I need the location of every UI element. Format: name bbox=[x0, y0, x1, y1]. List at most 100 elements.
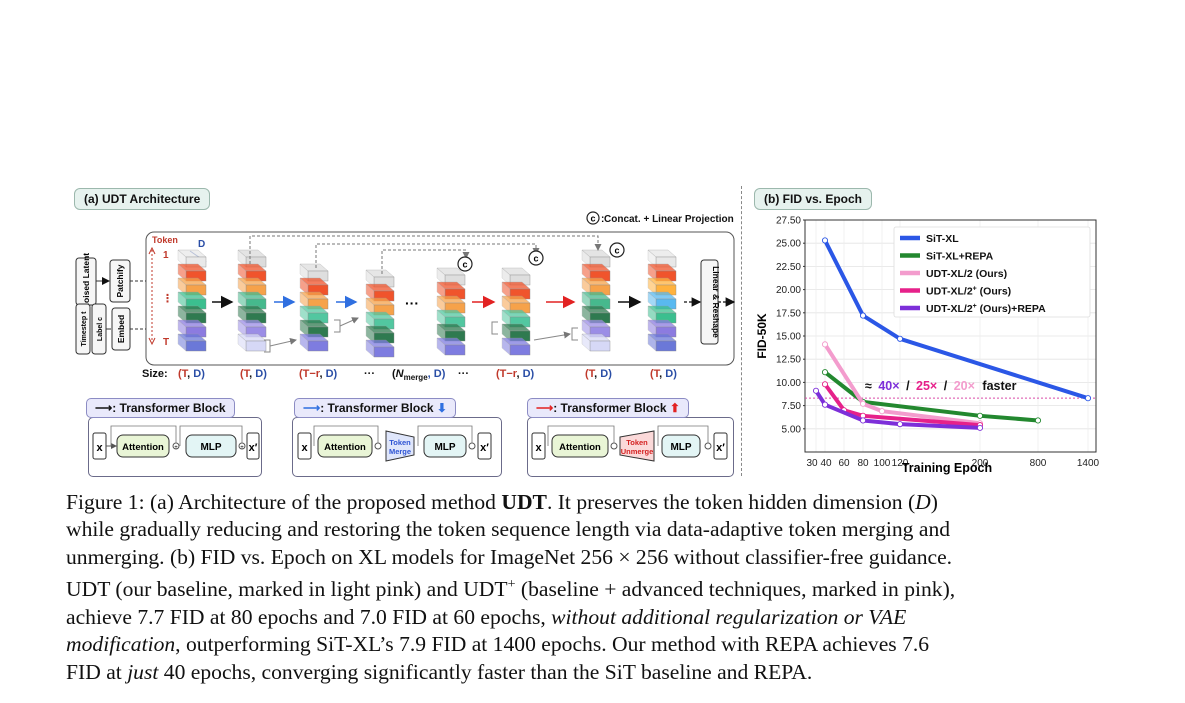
data-point bbox=[859, 400, 867, 407]
concat-label: Concat. + Linear Projection bbox=[604, 214, 734, 225]
svg-text:x′: x′ bbox=[249, 442, 258, 454]
y-tick-label: 10.00 bbox=[776, 378, 801, 389]
svg-text:Timestep t: Timestep t bbox=[81, 311, 88, 347]
chart-grid bbox=[805, 219, 1096, 452]
size-1: (T, D) bbox=[240, 368, 267, 380]
data-point bbox=[821, 401, 829, 408]
data-point bbox=[812, 387, 820, 394]
token-side bbox=[647, 333, 657, 352]
svg-text:1: 1 bbox=[163, 250, 169, 261]
token-side bbox=[501, 337, 511, 356]
token-side bbox=[177, 333, 187, 352]
x-tick-label: 120 bbox=[892, 458, 909, 469]
size-dots-1: ··· bbox=[364, 368, 375, 380]
size-4: (T−r, D) bbox=[496, 368, 535, 380]
data-point bbox=[976, 424, 984, 431]
block-title-standard: ⟶: Transformer Block bbox=[86, 398, 235, 418]
y-tick-label: 27.50 bbox=[776, 216, 801, 227]
fid-chart: 5.00 7.50 10.00 12.50 15.00 17.50 20.00 22.50 25… bbox=[755, 216, 1100, 476]
concat-icon bbox=[586, 211, 600, 225]
svg-text:MLP: MLP bbox=[200, 442, 221, 453]
data-point bbox=[1084, 395, 1092, 402]
svg-text:MLP: MLP bbox=[434, 442, 455, 453]
token-side bbox=[237, 333, 247, 352]
svg-text:Patchify: Patchify bbox=[115, 264, 125, 297]
svg-text:Linear & Reshape: Linear & Reshape bbox=[711, 266, 721, 338]
caption-line-7: FID at just 40 epochs, converging signif… bbox=[66, 659, 813, 684]
y-tick-label: 20.00 bbox=[776, 285, 801, 296]
y-axis-ticks: 5.00 7.50 10.00 12.50 15.00 17.50 20.00 22.50 25… bbox=[776, 216, 805, 435]
figure-caption: Figure 1: (a) Architecture of the propos… bbox=[66, 489, 1126, 686]
y-tick-label: 15.00 bbox=[776, 332, 801, 343]
skip-connections bbox=[249, 235, 602, 274]
size-5: (T, D) bbox=[585, 368, 612, 380]
legend-label: SiT-XL bbox=[926, 233, 959, 245]
red-arrow-icon: ⟶ bbox=[536, 401, 554, 415]
size-merge: (Nmerge, D) bbox=[392, 368, 446, 383]
legend-label: UDT-XL/2 (Ours) bbox=[926, 268, 1007, 280]
svg-text:x: x bbox=[535, 442, 542, 454]
svg-text:x: x bbox=[301, 442, 308, 454]
svg-text:T: T bbox=[163, 337, 169, 348]
panel-b-label: (b) FID vs. Epoch bbox=[754, 188, 873, 210]
size-dots-2: ··· bbox=[458, 368, 469, 380]
token-stack bbox=[581, 249, 611, 352]
data-point bbox=[821, 237, 829, 244]
series-line bbox=[823, 370, 1040, 423]
y-tick-label: 22.50 bbox=[776, 262, 801, 273]
series-line bbox=[823, 382, 982, 428]
svg-text:c: c bbox=[533, 254, 538, 264]
y-tick-label: 17.50 bbox=[776, 308, 801, 319]
input-patchify: Patchify bbox=[109, 259, 131, 303]
concat-symbol: c bbox=[590, 214, 595, 224]
token-side bbox=[436, 337, 446, 356]
svg-text:+: + bbox=[240, 445, 244, 451]
block-standard-internals: x Attention + MLP + x′ bbox=[92, 425, 260, 460]
token-face bbox=[509, 344, 531, 356]
legend-label: UDT-XL/2+ (Ours)+REPA bbox=[926, 303, 1046, 315]
size-6: (T, D) bbox=[650, 368, 677, 380]
panel-a-label: (a) UDT Architecture bbox=[74, 188, 211, 210]
caption-line-5: achieve 7.7 FID at 80 epochs and 7.0 FID… bbox=[66, 604, 907, 629]
token-stack bbox=[177, 249, 207, 352]
token-stack bbox=[237, 249, 267, 352]
token-stack bbox=[299, 263, 329, 352]
x-tick-label: 80 bbox=[857, 458, 869, 469]
x-axis-label: Training Epoch bbox=[902, 461, 992, 475]
size-2: (T−r, D) bbox=[299, 368, 338, 380]
ellipsis-1: ··· bbox=[405, 295, 419, 311]
svg-text:MLP: MLP bbox=[670, 442, 691, 453]
data-point bbox=[976, 412, 984, 419]
down-arrow-icon: ⬇ bbox=[436, 401, 447, 415]
svg-text:x: x bbox=[96, 442, 103, 454]
input-embed: Embed bbox=[111, 307, 131, 351]
legend-label: UDT-XL/2+ (Ours) bbox=[926, 286, 1011, 298]
token-unmerge-shape bbox=[619, 430, 655, 462]
caption-line-4: UDT (our baseline, marked in light pink)… bbox=[66, 577, 956, 602]
y-tick-label: 12.50 bbox=[776, 355, 801, 366]
token-face bbox=[373, 346, 395, 358]
data-point bbox=[896, 421, 904, 428]
input-label: Label c bbox=[91, 303, 107, 355]
svg-text:Embed: Embed bbox=[116, 315, 126, 343]
token-face bbox=[245, 340, 267, 352]
architecture-diagram: c Concat. + Linear Projection : Noised L… bbox=[75, 211, 736, 366]
data-point bbox=[878, 408, 886, 415]
svg-text:Unmerge: Unmerge bbox=[621, 447, 654, 456]
legend-label: SiT-XL+REPA bbox=[926, 251, 994, 263]
svg-text:≈ 40× / 25×: ≈ 40× / 25× / 20× faster bbox=[865, 379, 1017, 393]
panel-divider bbox=[741, 186, 742, 476]
x-tick-label: 1400 bbox=[1077, 458, 1100, 469]
data-point bbox=[859, 417, 867, 424]
svg-text:c: c bbox=[614, 246, 619, 256]
block-title-unmerge: ⟶: Transformer Block ⬆ bbox=[527, 398, 689, 418]
data-point bbox=[859, 312, 867, 319]
data-point bbox=[1034, 417, 1042, 424]
svg-text:Token: Token bbox=[626, 438, 648, 447]
x-axis-ticks: 30 40 60 80 100 120 200 800 1400 bbox=[806, 458, 1099, 469]
chart-series bbox=[812, 237, 1092, 431]
token-face bbox=[589, 340, 611, 352]
token-side bbox=[581, 333, 591, 352]
size-0: (T, D) bbox=[178, 368, 205, 380]
x-tick-label: 30 bbox=[806, 458, 818, 469]
